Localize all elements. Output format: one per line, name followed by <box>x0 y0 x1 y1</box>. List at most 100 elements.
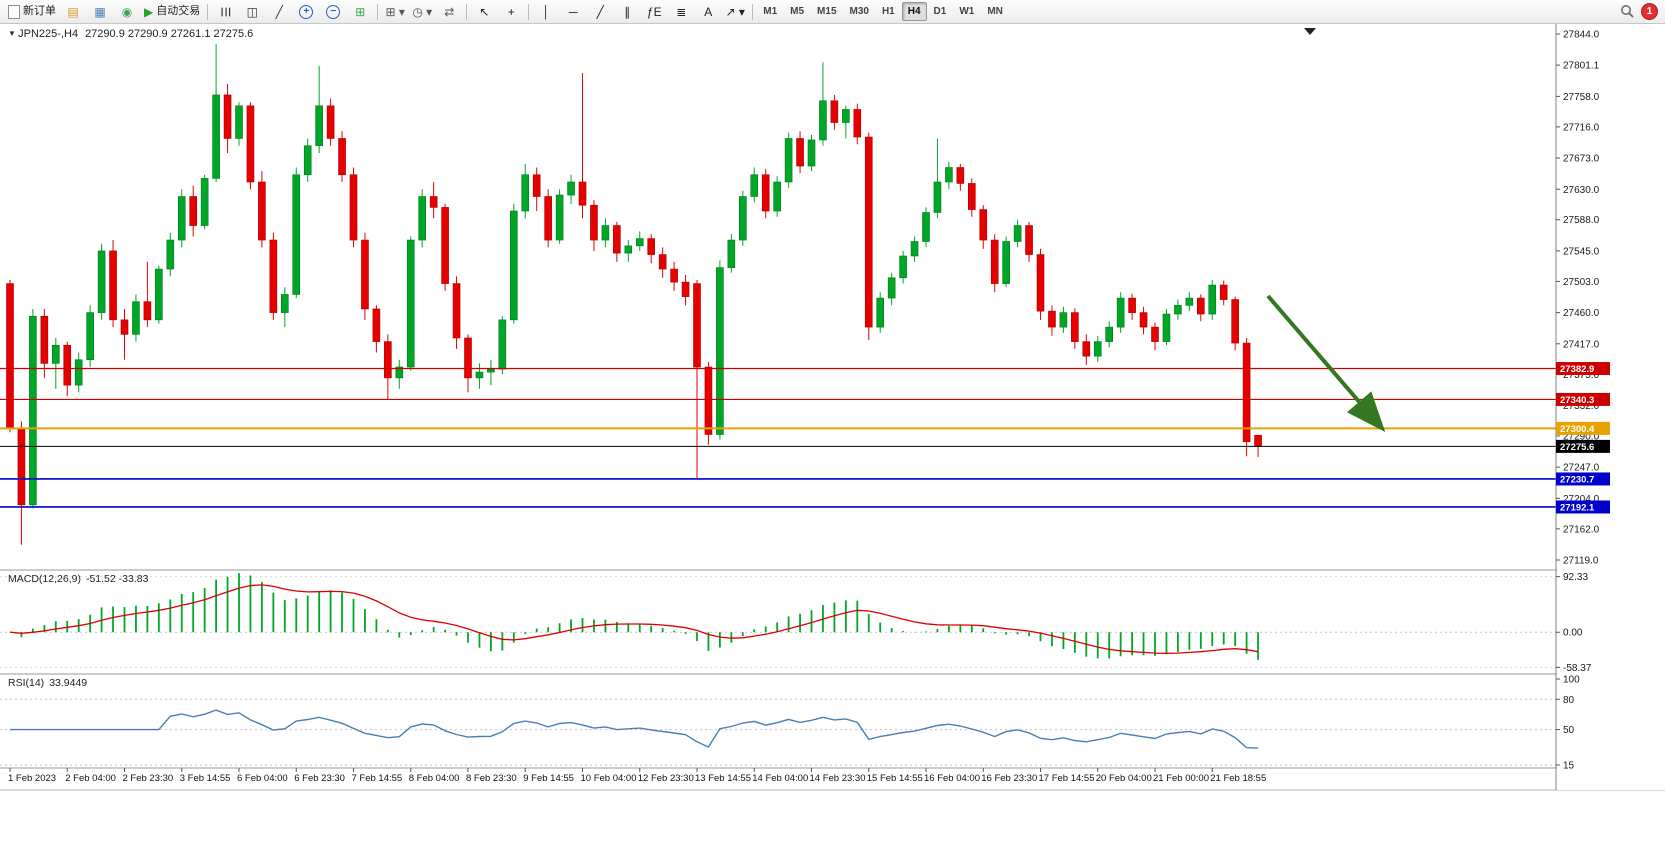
candles-chart-button[interactable]: ◫ <box>239 1 265 23</box>
candle <box>578 181 587 206</box>
autotrading-button[interactable]: ▶ 自动交易 <box>141 1 203 23</box>
time-tick-label: 17 Feb 14:55 <box>1039 773 1095 784</box>
channel-button[interactable]: ∥ <box>614 1 640 23</box>
timeframe-h1-button[interactable]: H1 <box>881 6 895 17</box>
price-tick-label: 27503.0 <box>1563 277 1600 288</box>
trendline-button[interactable]: ╱ <box>587 1 613 23</box>
candle <box>487 368 495 373</box>
price-chart[interactable]: 27844.0 27801.1 27758.0 27716.0 27673.0 27630… <box>0 24 1665 840</box>
time-tick-label: 21 Feb 18:55 <box>1210 773 1266 784</box>
timeframe-w1-button[interactable]: W1 <box>959 6 975 17</box>
vline-button[interactable]: │ <box>533 1 559 23</box>
time-tick-label: 2 Feb 23:30 <box>123 773 174 784</box>
profiles-icon: ◷ ▾ <box>412 4 433 19</box>
candle <box>613 225 621 254</box>
timeframe-h4-button[interactable]: H4 <box>901 2 927 21</box>
time-tick-label: 15 Feb 14:55 <box>867 773 923 784</box>
charts-profile-button[interactable]: ▤ <box>60 1 86 23</box>
line-chart-button[interactable]: ╱ <box>266 1 292 23</box>
candle <box>349 174 358 241</box>
fibo-button[interactable]: ƒE <box>641 1 667 23</box>
hline-button[interactable]: ─ <box>560 1 586 23</box>
price-axis[interactable]: 27844.0 27801.1 27758.0 27716.0 27673.0 27630… <box>1555 24 1665 790</box>
price-tick-label: 27162.0 <box>1563 524 1600 535</box>
market-watch-button[interactable]: ▦ <box>87 1 113 23</box>
candle <box>1151 326 1159 342</box>
candle <box>990 239 999 284</box>
level-price-badge <box>1556 500 1610 514</box>
candle <box>635 238 644 247</box>
price-tick-label: 27119.0 <box>1563 556 1599 567</box>
autotrading-button-label: 自动交易 <box>156 5 201 17</box>
time-tick-label: 13 Feb 14:55 <box>695 773 751 784</box>
level-price-badge <box>1556 472 1610 486</box>
level-price-text: 27230.7 <box>1560 474 1594 485</box>
candle <box>842 109 850 123</box>
candle <box>887 277 896 299</box>
candle <box>1025 225 1033 255</box>
autotrading-icon: ▶ <box>144 4 154 19</box>
text-button[interactable]: A <box>695 1 721 23</box>
candle <box>223 94 232 139</box>
crosshair-button[interactable]: + <box>498 1 524 23</box>
zoom-out-icon: − <box>326 4 341 19</box>
search-icon[interactable] <box>1620 4 1635 19</box>
candle <box>406 239 415 368</box>
candle <box>498 319 507 370</box>
new-chart-button[interactable]: ⊞ ▾ <box>382 1 408 23</box>
candle <box>922 212 930 242</box>
cursor-button[interactable]: ↖ <box>471 1 497 23</box>
toolbar-separator <box>466 3 468 20</box>
candle <box>647 238 656 255</box>
time-tick-label: 12 Feb 23:30 <box>638 773 694 784</box>
grid-objects-button[interactable]: ≣ <box>668 1 694 23</box>
scroll-marker-icon[interactable] <box>1304 28 1316 35</box>
time-tick-label: 6 Feb 23:30 <box>294 773 345 784</box>
zoom-in-button[interactable]: + <box>293 1 319 23</box>
candle <box>212 94 220 179</box>
candle <box>29 315 37 506</box>
zoom-out-button[interactable]: − <box>320 1 346 23</box>
navigator-button[interactable]: ◉ <box>114 1 140 23</box>
timeframe-m5-button[interactable]: M5 <box>790 6 805 17</box>
candle <box>464 337 472 379</box>
candle <box>681 281 690 297</box>
candle <box>670 268 678 283</box>
candle <box>1197 297 1205 315</box>
timeframe-m15-button[interactable]: M15 <box>817 6 837 17</box>
time-tick-label: 1 Feb 2023 <box>8 773 56 784</box>
bars-chart-icon: ☰ <box>218 6 233 17</box>
candle <box>819 100 827 141</box>
candle <box>120 319 129 335</box>
candle <box>784 138 793 183</box>
candle <box>658 254 667 270</box>
notification-badge[interactable]: 1 <box>1641 3 1658 20</box>
arrows-button[interactable]: ↗ ▾ <box>722 1 748 23</box>
time-axis[interactable]: 1 Feb 2023 2 Feb 04:00 2 Feb 23:30 3 Feb 14… <box>8 768 1266 784</box>
bars-chart-button[interactable]: ☰ <box>212 1 238 23</box>
timeframe-mn-button[interactable]: MN <box>987 6 1003 17</box>
time-tick-label: 20 Feb 04:00 <box>1096 773 1152 784</box>
candle <box>1105 326 1113 342</box>
cursor-icon: ↖ <box>479 4 490 19</box>
new-order-button[interactable]: 新订单 <box>5 1 59 23</box>
candles-chart-icon: ◫ <box>246 4 258 19</box>
timeframe-m30-button[interactable]: M30 <box>849 6 869 17</box>
profiles-button[interactable]: ◷ ▾ <box>409 1 435 23</box>
candle <box>967 183 976 210</box>
timeframe-d1-button[interactable]: D1 <box>933 6 947 17</box>
candle <box>189 196 197 226</box>
chart-shift-button[interactable]: ⇄ <box>436 1 462 23</box>
chart-window[interactable]: 27844.0 27801.1 27758.0 27716.0 27673.0 27630… <box>0 24 1665 840</box>
toolbar-separator <box>752 3 754 20</box>
timeframe-m1-button[interactable]: M1 <box>763 6 778 17</box>
toolbar-right-group: 1 <box>1620 3 1660 20</box>
bid-price-badge <box>1556 439 1610 453</box>
tile-windows-button[interactable]: ⊞ <box>347 1 373 23</box>
trend-arrow[interactable] <box>1266 294 1386 433</box>
time-tick-label: 14 Feb 04:00 <box>752 773 808 784</box>
tile-windows-icon: ⊞ <box>355 4 366 19</box>
time-tick-label: 3 Feb 14:55 <box>180 773 231 784</box>
level-price-text: 27300.4 <box>1560 424 1595 435</box>
candle <box>876 297 885 328</box>
